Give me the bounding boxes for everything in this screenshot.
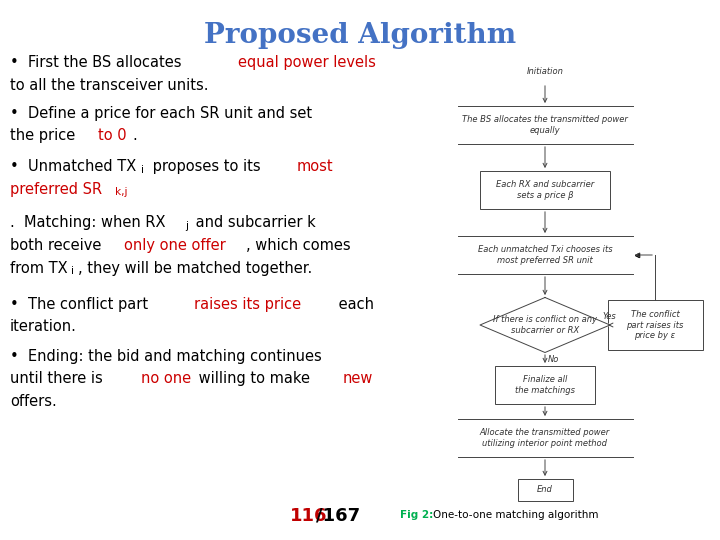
Text: preferred SR: preferred SR — [10, 181, 102, 197]
Text: until there is: until there is — [10, 372, 107, 387]
Text: equal power levels: equal power levels — [238, 55, 375, 70]
Text: to all the transceiver units.: to all the transceiver units. — [10, 78, 209, 92]
Text: Each unmatched Txi chooses its
most preferred SR unit: Each unmatched Txi chooses its most pref… — [477, 245, 612, 265]
Text: raises its price: raises its price — [194, 297, 301, 312]
Text: The BS allocates the transmitted power
equally: The BS allocates the transmitted power e… — [462, 116, 628, 134]
Text: .  Matching: when RX: . Matching: when RX — [10, 215, 166, 231]
Polygon shape — [480, 298, 610, 353]
Text: The conflict
part raises its
price by ε: The conflict part raises its price by ε — [626, 310, 684, 340]
Text: each: each — [334, 297, 374, 312]
Text: no one: no one — [141, 372, 192, 387]
Text: /167: /167 — [316, 507, 360, 525]
Text: 116: 116 — [290, 507, 328, 525]
Text: and subcarrier k: and subcarrier k — [192, 215, 316, 231]
Text: to 0: to 0 — [97, 129, 126, 144]
Bar — [608, 300, 703, 350]
Text: willing to make: willing to make — [194, 372, 315, 387]
Text: most: most — [297, 159, 333, 174]
Text: k,j: k,j — [115, 187, 127, 197]
Text: , which comes: , which comes — [246, 238, 351, 253]
Text: •  Ending: the bid and matching continues: • Ending: the bid and matching continues — [10, 349, 322, 364]
Text: only one offer: only one offer — [124, 238, 225, 253]
Text: Fig 2:: Fig 2: — [400, 510, 437, 520]
Text: j: j — [185, 221, 188, 231]
Text: new: new — [343, 372, 373, 387]
Text: offers.: offers. — [10, 394, 57, 409]
Text: •  Unmatched TX: • Unmatched TX — [10, 159, 136, 174]
Text: Each RX and subcarrier
sets a price β: Each RX and subcarrier sets a price β — [496, 180, 594, 200]
Text: Proposed Algorithm: Proposed Algorithm — [204, 22, 516, 49]
Text: One-to-one matching algorithm: One-to-one matching algorithm — [433, 510, 598, 520]
Text: proposes to its: proposes to its — [148, 159, 265, 174]
Text: Initiation: Initiation — [526, 68, 564, 77]
Text: i: i — [141, 165, 144, 175]
Text: from TX: from TX — [10, 261, 68, 276]
Bar — [495, 366, 595, 404]
Text: .: . — [132, 129, 138, 144]
Text: both receive: both receive — [10, 238, 106, 253]
Text: If there is conflict on any
subcarrier or RX: If there is conflict on any subcarrier o… — [493, 315, 597, 335]
Text: Yes: Yes — [602, 312, 616, 321]
Bar — [518, 479, 572, 501]
Text: •  The conflict part: • The conflict part — [10, 297, 153, 312]
Text: Finalize all
the matchings: Finalize all the matchings — [515, 375, 575, 395]
Text: i: i — [71, 266, 74, 276]
Text: iteration.: iteration. — [10, 320, 77, 334]
Text: , they will be matched together.: , they will be matched together. — [78, 261, 312, 276]
Text: the price: the price — [10, 129, 80, 144]
Text: •  Define a price for each SR unit and set: • Define a price for each SR unit and se… — [10, 106, 312, 121]
Text: End: End — [537, 485, 553, 495]
Text: •  First the BS allocates: • First the BS allocates — [10, 55, 186, 70]
Text: Allocate the transmitted power
utilizing interior point method: Allocate the transmitted power utilizing… — [480, 428, 610, 448]
Text: No: No — [548, 354, 559, 363]
Bar — [480, 171, 610, 209]
